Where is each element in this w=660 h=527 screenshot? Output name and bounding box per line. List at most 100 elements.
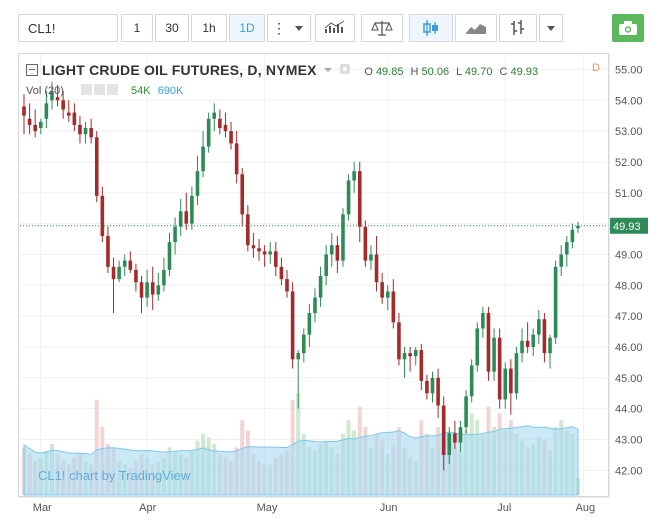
candle-body: [369, 254, 373, 261]
interval-30-button[interactable]: 30: [155, 14, 189, 42]
candle-body: [195, 171, 200, 196]
candle-body: [313, 297, 317, 314]
candle-body: [425, 380, 429, 394]
interval-1-button[interactable]: 1: [121, 14, 153, 42]
candle-body: [548, 337, 552, 354]
candle-body: [72, 112, 77, 125]
candle-body: [380, 282, 384, 298]
candle-body: [486, 313, 491, 372]
candle-body: [329, 245, 334, 255]
candle-body: [408, 353, 412, 357]
candle-body: [150, 282, 155, 295]
candle-body: [514, 353, 519, 394]
candle-body: [324, 254, 328, 277]
candle-body: [430, 377, 435, 394]
candle-body: [94, 137, 99, 196]
volume-settings-icons[interactable]: [80, 84, 118, 97]
candle-body: [307, 313, 312, 335]
candle-body: [178, 211, 183, 227]
candle-body: [134, 269, 138, 283]
candle-body: [218, 118, 222, 129]
candle-body: [33, 124, 37, 132]
indicators-button[interactable]: [315, 14, 355, 42]
collapse-legend-icon[interactable]: [26, 64, 38, 76]
candle-body: [173, 226, 177, 243]
candle-body: [469, 365, 474, 397]
chart-type-candles-button[interactable]: [409, 14, 453, 42]
scales-icon: [371, 21, 393, 36]
chart-legend: LIGHT CRUDE OIL FUTURES, D, NYMEX O 49.8…: [26, 62, 538, 78]
volume-bar: [94, 399, 99, 495]
interval-dropdown-icon[interactable]: [287, 14, 311, 42]
candle-body: [262, 251, 267, 255]
time-tick-label: Jul: [497, 502, 511, 514]
candle-body: [240, 174, 245, 215]
candle-body: [206, 118, 211, 147]
candle-body: [419, 350, 424, 381]
candle-body: [156, 285, 161, 295]
price-tick-label: 49.00: [615, 249, 643, 261]
interval-1h-button[interactable]: 1h: [191, 14, 227, 42]
candle-body: [413, 350, 418, 357]
candle-body: [201, 146, 205, 172]
last-price-badge: [610, 217, 648, 234]
candle-body: [128, 260, 133, 270]
time-tick-label: Mar: [33, 502, 52, 514]
candle-body: [391, 291, 396, 323]
price-tick-label: 55.00: [615, 64, 643, 76]
snapshot-button[interactable]: [612, 14, 644, 42]
candle-body: [341, 214, 345, 261]
close-value: 49.93: [510, 66, 539, 78]
candle-body: [301, 334, 306, 354]
candle-body: [78, 124, 82, 135]
time-axis: Mar Apr May Jun Jul Aug: [18, 496, 609, 514]
area-chart-icon: [466, 24, 486, 34]
bars-icon: [511, 20, 524, 35]
candle-body: [139, 282, 144, 298]
compare-button[interactable]: [361, 14, 403, 42]
candle-body: [318, 276, 323, 298]
candle-body: [257, 248, 261, 252]
high-value: 50.06: [421, 66, 450, 78]
candle-body: [190, 195, 194, 224]
candle-body: [537, 319, 541, 335]
price-axis: 55.0054.0053.0052.0051.0050.0049.0048.00…: [608, 53, 643, 497]
price-tick-label: 46.00: [615, 342, 643, 354]
chart-type-bars-button[interactable]: [499, 14, 537, 42]
candle-body: [335, 245, 340, 261]
close-label: C: [499, 66, 508, 78]
candle-body: [274, 251, 278, 267]
data-flag: D: [592, 62, 600, 74]
candle-body: [553, 266, 558, 338]
candle-body: [55, 97, 60, 101]
candle-body: [458, 427, 463, 443]
candle-body: [89, 128, 93, 138]
eye-icon[interactable]: [339, 63, 351, 75]
candle-body: [481, 313, 485, 329]
watermark: CL1! chart by TradingView: [38, 468, 191, 483]
candle-body: [279, 266, 284, 280]
candle-body: [531, 334, 536, 347]
chevron-down-icon[interactable]: [323, 65, 333, 75]
candle-body: [453, 433, 457, 443]
price-tick-label: 42.00: [615, 465, 643, 477]
interval-1d-button[interactable]: 1D: [229, 14, 265, 42]
candle-body: [441, 405, 446, 455]
candle-body: [229, 131, 233, 144]
symbol-search-input[interactable]: CL1!: [18, 14, 118, 42]
time-tick-label: May: [257, 502, 278, 514]
chart-type-dropdown[interactable]: [539, 14, 563, 42]
price-tick-label: 52.00: [615, 157, 643, 169]
candle-body: [447, 433, 452, 455]
time-tick-label: Aug: [576, 502, 596, 514]
candle-body: [509, 368, 513, 394]
candle-body: [162, 269, 166, 286]
candle-body: [251, 245, 256, 249]
candle-body: [436, 377, 440, 406]
chart-type-area-button[interactable]: [455, 14, 497, 42]
candle-body: [27, 118, 32, 125]
price-tick-label: 53.00: [615, 126, 643, 138]
candle-body: [503, 368, 508, 400]
candle-body: [352, 171, 356, 181]
